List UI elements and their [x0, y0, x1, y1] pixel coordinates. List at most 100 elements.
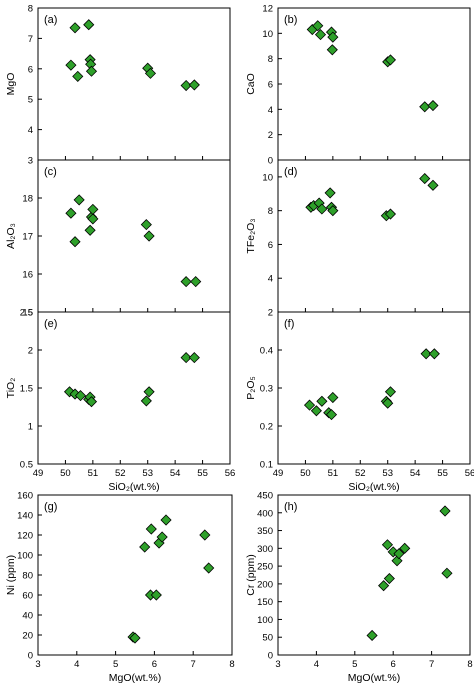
x-tick-label: 54 [410, 468, 421, 479]
y-tick-label: 150 [257, 597, 273, 608]
y-tick-label: 2 [28, 346, 33, 357]
x-tick-label: 4 [314, 659, 319, 670]
plot-frame [277, 494, 471, 656]
x-axis-label: MgO(wt.%) [348, 672, 401, 684]
y-tick-label: 12 [262, 4, 273, 15]
data-point [393, 548, 405, 560]
panel-b: 0 2 4 6 8 10 12 (b) CaO [245, 4, 471, 167]
y-tick-label: 15 [22, 308, 33, 319]
data-point [327, 31, 339, 43]
data-point [180, 352, 192, 364]
plot-frame [37, 494, 233, 656]
x-tick-label: 6 [391, 659, 396, 670]
x-tick-label: 50 [300, 468, 311, 479]
x-tick-label: 6 [152, 659, 157, 670]
y-tick-label: 60 [22, 591, 33, 602]
y-tick-label: 300 [257, 544, 273, 555]
data-point [69, 22, 81, 34]
data-point [87, 203, 99, 215]
data-point [419, 101, 431, 113]
panel-c: 15 16 17 18 (c) Al₂O₃ [5, 159, 231, 319]
y-axis-label: MgO [5, 73, 17, 96]
y-tick-label: 18 [22, 194, 33, 205]
panel-label: (g) [44, 501, 57, 513]
data-point [428, 348, 440, 360]
y-axis-label: TiO₂ [5, 378, 17, 399]
x-tick-label: 4 [74, 659, 79, 670]
data-point [143, 230, 155, 242]
data-point [427, 99, 439, 112]
y-tick-label: 450 [257, 491, 273, 502]
data-point [143, 386, 155, 398]
data-point [180, 276, 192, 288]
y-tick-label: 20 [22, 631, 33, 642]
data-point [325, 409, 338, 421]
y-axis-label: CaO [245, 73, 257, 95]
x-tick-label: 51 [328, 468, 339, 479]
data-point [316, 395, 328, 407]
y-tick-label: 16 [22, 270, 33, 281]
y-tick-label: 8 [268, 54, 273, 65]
plot-frame [277, 159, 471, 313]
panel-label: (e) [44, 318, 57, 330]
y-axis-label: P₂O₅ [245, 376, 257, 399]
data-point [324, 187, 336, 199]
x-tick-label: 5 [113, 659, 118, 670]
plot-frame [37, 7, 231, 161]
data-point [160, 514, 172, 526]
x-tick-label: 8 [229, 659, 234, 670]
x-tick-label: 54 [170, 468, 181, 479]
x-tick-label: 7 [429, 659, 434, 670]
data-point [74, 390, 87, 402]
data-point [144, 67, 157, 79]
data-point [83, 19, 95, 31]
data-point [382, 397, 394, 409]
y-tick-label: 7 [28, 34, 33, 45]
x-tick-label: 3 [275, 659, 280, 670]
data-point [314, 29, 327, 41]
data-point [381, 539, 394, 551]
y-tick-label: 3 [28, 156, 33, 167]
plot-frame [37, 311, 231, 465]
y-tick-label: 1 [28, 422, 33, 433]
data-point [420, 348, 432, 360]
plot-frame [37, 159, 231, 313]
y-tick-label: 40 [22, 611, 33, 622]
data-point [399, 542, 411, 554]
y-tick-label: 0.3 [260, 384, 273, 395]
y-tick-label: 5 [28, 95, 33, 106]
data-point [140, 395, 152, 407]
x-tick-label: 3 [35, 659, 40, 670]
x-tick-label: 53 [142, 468, 153, 479]
data-point [85, 396, 98, 408]
y-tick-label: 6 [268, 240, 273, 251]
y-tick-label: 50 [262, 633, 273, 644]
data-point [129, 632, 141, 644]
x-tick-label: 50 [60, 468, 71, 479]
y-tick-label: 250 [257, 562, 273, 573]
panel-label: (h) [284, 501, 297, 513]
data-point [140, 219, 152, 231]
data-point [326, 44, 338, 56]
y-tick-label: 200 [257, 579, 273, 590]
data-point [72, 70, 84, 82]
y-tick-label: 100 [17, 551, 33, 562]
y-axis-label: Al₂O₃ [5, 223, 17, 249]
panel-h: 0 50 100 150 200 250 300 350 400 450 3 4 5 6 7 8 (h) Cr (… [245, 491, 473, 684]
panel-d: 2 4 6 8 10 (d) TFe₂O₃ [245, 159, 471, 319]
data-point [87, 213, 99, 225]
y-tick-label: 4 [268, 105, 273, 116]
y-tick-label: 0 [268, 156, 273, 167]
data-point [139, 541, 151, 553]
x-tick-label: 53 [382, 468, 393, 479]
data-point [441, 567, 453, 579]
data-point [439, 505, 451, 517]
data-point [73, 194, 85, 206]
data-point [384, 54, 397, 66]
panel-label: (d) [284, 166, 297, 178]
y-tick-label: 10 [262, 29, 273, 40]
x-tick-label: 49 [33, 468, 44, 479]
data-point [85, 65, 98, 77]
panel-label: (a) [44, 14, 57, 26]
